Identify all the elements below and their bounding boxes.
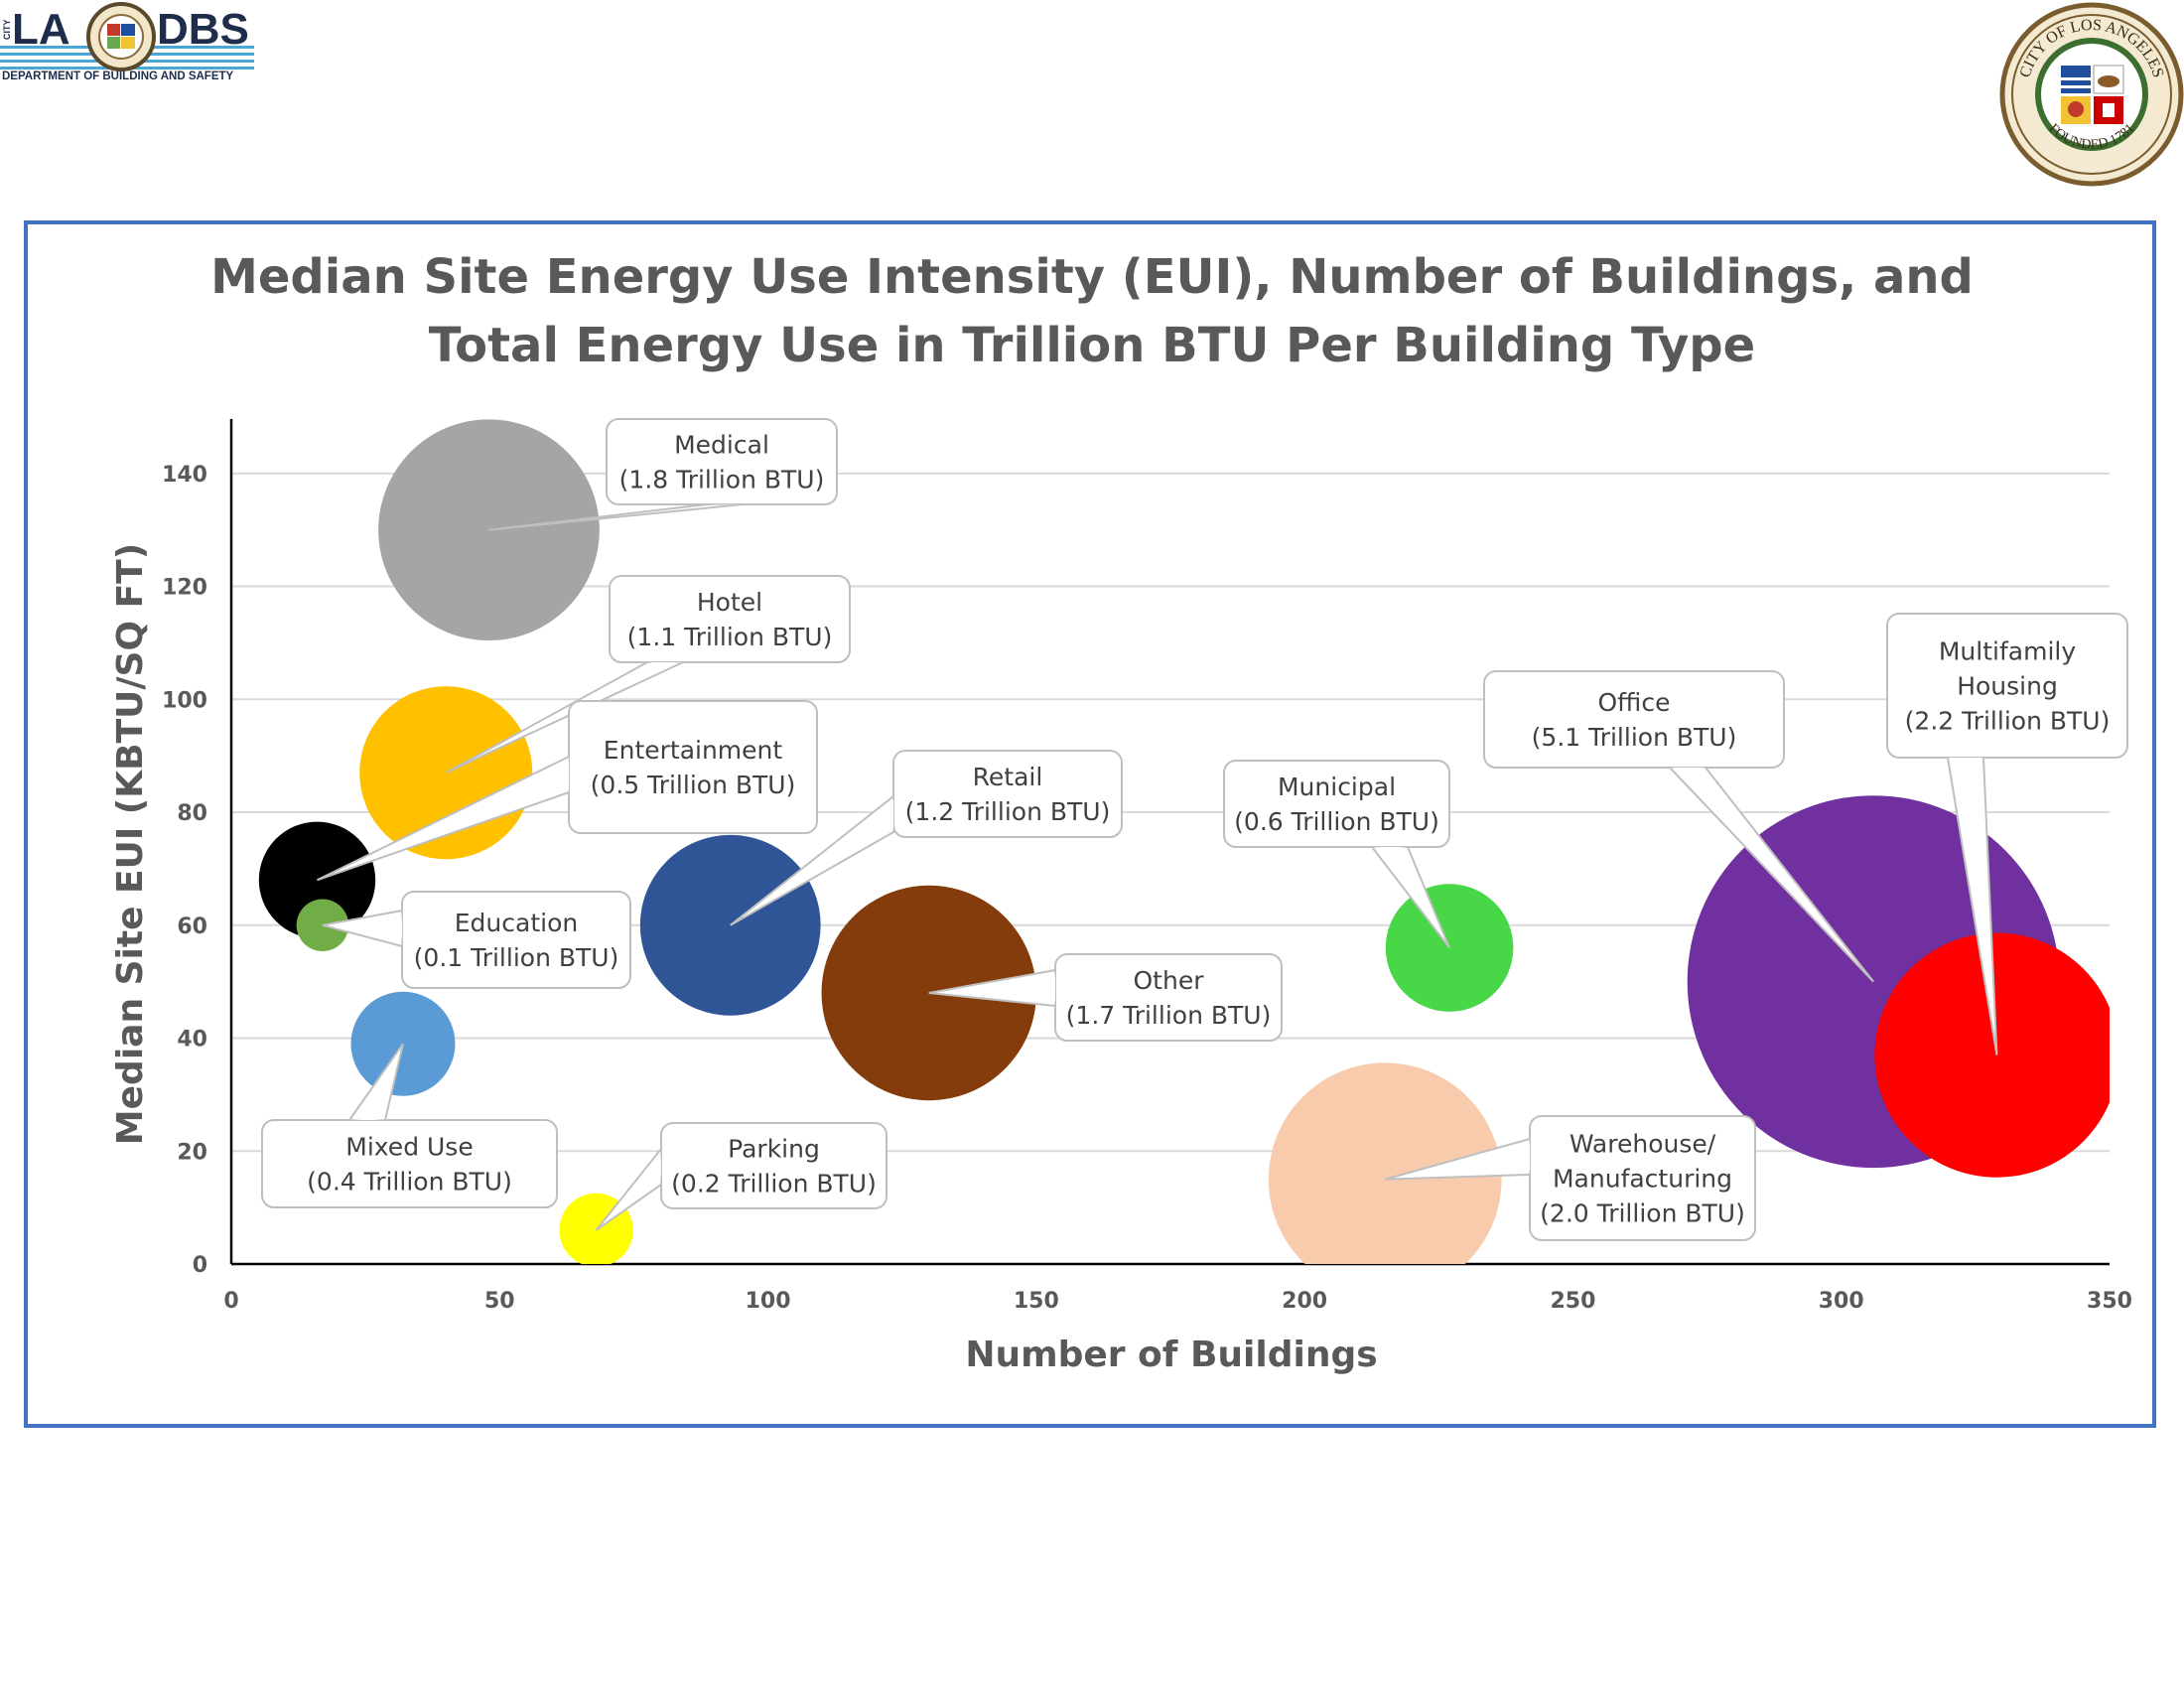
bubble-warehouse-manufacturing	[1268, 1062, 1502, 1264]
callout-entertainment-box	[568, 700, 818, 834]
logo-city-word: CITY	[2, 19, 12, 40]
callout-municipal: Municipal (0.6 Trillion BTU)	[1223, 760, 1451, 949]
callout-parking-line-1: Parking	[728, 1135, 820, 1164]
callout-hotel: Hotel (1.1 Trillion BTU)	[445, 575, 851, 774]
callout-warehouse-manufacturing-box	[1529, 1115, 1756, 1241]
y-tick-label-120: 120	[162, 576, 207, 601]
x-tick-label-200: 200	[1282, 1289, 1327, 1314]
callout-medical-line-1: Medical	[674, 431, 769, 460]
callout-office-seam	[1670, 768, 1706, 773]
y-tick-label-0: 0	[193, 1253, 207, 1278]
city-seal-icon	[86, 2, 156, 71]
axes: 0 20 40 60 80 100 120 140 0 50 100 150 200 250 300 350	[162, 419, 2132, 1314]
callout-multifamily-housing-box	[1886, 613, 2128, 759]
callout-retail-line-2: (1.2 Trillion BTU)	[905, 797, 1111, 826]
x-tick-label-300: 300	[1819, 1289, 1864, 1314]
callout-medical: Medical (1.8 Trillion BTU)	[488, 418, 838, 531]
city-seal-icon	[1999, 2, 2184, 187]
y-tick-label-20: 20	[177, 1140, 207, 1165]
callout-mixed-use-line-2: (0.4 Trillion BTU)	[307, 1168, 512, 1196]
logo-la: LA	[12, 5, 70, 54]
callout-medical-seam	[707, 504, 743, 505]
callouts: Medical (1.8 Trillion BTU) Hotel (1.1 Trill…	[261, 418, 2128, 1241]
callout-warehouse-manufacturing-line-2: Manufacturing	[1553, 1165, 1732, 1194]
callout-multifamily-housing-seam	[1948, 758, 1983, 764]
callout-parking-seam	[659, 1149, 661, 1185]
callout-education-line-1: Education	[455, 909, 578, 937]
x-axis-title: Number of Buildings	[965, 1335, 1377, 1375]
callout-municipal-line-1: Municipal	[1278, 773, 1396, 801]
logo-dbs: DBS	[157, 5, 249, 54]
y-tick-label-40: 40	[177, 1028, 207, 1053]
callout-hotel-line-2: (1.1 Trillion BTU)	[627, 623, 833, 651]
bubble-multifamily-housing	[1874, 932, 2110, 1178]
callout-parking-line-2: (0.2 Trillion BTU)	[671, 1170, 877, 1198]
callout-other-line-1: Other	[1134, 966, 1205, 995]
callout-multifamily-housing-line-2: Housing	[1957, 672, 2058, 701]
callout-entertainment-seam	[563, 757, 569, 792]
chart-title-line-2: Total Energy Use in Trillion BTU Per Bui…	[429, 318, 1755, 373]
callout-other-line-2: (1.7 Trillion BTU)	[1066, 1001, 1272, 1030]
x-tick-label-100: 100	[746, 1289, 791, 1314]
x-tick-label-250: 250	[1550, 1289, 1595, 1314]
callout-parking: Parking (0.2 Trillion BTU)	[595, 1122, 887, 1231]
callout-warehouse-manufacturing-line-3: (2.0 Trillion BTU)	[1540, 1199, 1745, 1228]
callout-warehouse-manufacturing: Warehouse/Manufacturing (2.0 Trillion BTU…	[1384, 1115, 1756, 1241]
callout-multifamily-housing-line-1: Multifamily	[1939, 637, 2076, 666]
callout-hotel-seam	[647, 662, 683, 665]
chart-title-line-1: Median Site Energy Use Intensity (EUI), …	[210, 249, 1974, 305]
callout-municipal-seam	[1372, 847, 1408, 850]
callout-mixed-use-seam	[349, 1118, 385, 1120]
x-tick-label-50: 50	[484, 1289, 515, 1314]
callout-entertainment-line-1: Entertainment	[604, 736, 783, 765]
callout-hotel-line-1: Hotel	[697, 588, 762, 617]
callout-warehouse-manufacturing-line-1: Warehouse/	[1570, 1130, 1716, 1159]
callout-education-seam	[400, 911, 402, 946]
callout-education-box	[401, 891, 631, 989]
callout-retail-line-1: Retail	[973, 763, 1043, 791]
callout-entertainment: Entertainment (0.5 Trillion BTU)	[317, 700, 818, 882]
callout-office: Office (5.1 Trillion BTU)	[1483, 670, 1874, 983]
callout-multifamily-housing: Multifamily Housing (2.2 Trillion BTU)	[1886, 613, 2128, 1055]
y-axis-title: Median Site EUI (KBTU/SQ FT)	[110, 543, 151, 1145]
city-seal: CITY OF LOS ANGELES FOUNDED 1781	[1999, 2, 2184, 187]
y-tick-label-60: 60	[177, 914, 207, 939]
x-tick-label-0: 0	[223, 1289, 238, 1314]
callout-mixed-use-line-1: Mixed Use	[345, 1133, 473, 1162]
callout-hotel-box	[609, 575, 851, 663]
callout-education-line-2: (0.1 Trillion BTU)	[414, 943, 619, 972]
y-tick-label-80: 80	[177, 801, 207, 826]
callout-multifamily-housing-line-3: (2.2 Trillion BTU)	[1905, 707, 2111, 736]
callout-medical-line-2: (1.8 Trillion BTU)	[619, 466, 825, 494]
callout-entertainment-line-2: (0.5 Trillion BTU)	[591, 771, 796, 799]
callout-other-seam	[1052, 970, 1055, 1006]
callout-mixed-use: Mixed Use (0.4 Trillion BTU)	[261, 1043, 558, 1208]
callout-warehouse-manufacturing-seam	[1527, 1139, 1530, 1175]
ladbs-logo: CITY LA DBS DEPARTMENT OF BUILDING AND S…	[0, 2, 254, 82]
callout-retail-box	[892, 750, 1123, 838]
callout-municipal-line-2: (0.6 Trillion BTU)	[1234, 807, 1439, 836]
callout-other: Other (1.7 Trillion BTU)	[928, 953, 1283, 1042]
y-tick-label-140: 140	[162, 463, 207, 488]
x-tick-label-150: 150	[1014, 1289, 1059, 1314]
callout-office-box	[1483, 670, 1785, 769]
y-tick-label-100: 100	[162, 688, 207, 713]
callout-education: Education (0.1 Trillion BTU)	[322, 891, 631, 989]
x-tick-label-350: 350	[2087, 1289, 2132, 1314]
callout-retail: Retail (1.2 Trillion BTU)	[730, 750, 1123, 926]
callout-retail-seam	[889, 796, 893, 832]
logo-subtitle: DEPARTMENT OF BUILDING AND SAFETY	[2, 70, 234, 82]
callout-office-line-2: (5.1 Trillion BTU)	[1532, 723, 1737, 752]
callout-municipal-box	[1223, 760, 1450, 848]
callout-office-line-1: Office	[1598, 688, 1671, 717]
callout-mixed-use-box	[261, 1119, 558, 1208]
